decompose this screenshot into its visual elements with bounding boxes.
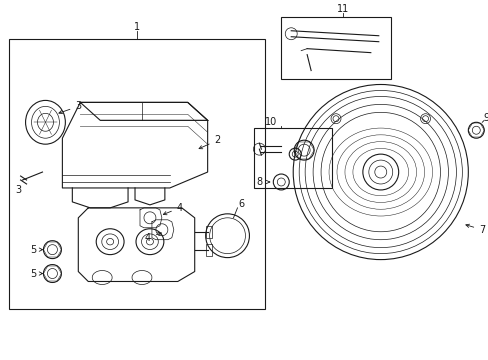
Bar: [254, 128, 331, 188]
Bar: [9, 39, 265, 309]
Text: 7: 7: [465, 224, 485, 235]
Text: 9: 9: [482, 113, 488, 123]
Text: 1: 1: [134, 22, 140, 32]
Bar: [205, 244, 211, 256]
Bar: [281, 17, 390, 78]
Text: 8: 8: [256, 177, 262, 187]
Text: 5: 5: [30, 269, 37, 279]
Text: 11: 11: [336, 4, 348, 14]
Text: 5: 5: [30, 245, 37, 255]
Text: 2: 2: [199, 135, 220, 149]
Text: 3: 3: [16, 185, 21, 195]
Text: 4: 4: [144, 233, 161, 243]
Text: 3: 3: [59, 102, 81, 114]
Text: 6: 6: [238, 199, 244, 209]
Text: 4: 4: [163, 203, 183, 215]
Text: 10: 10: [264, 117, 277, 127]
Bar: [205, 226, 211, 238]
